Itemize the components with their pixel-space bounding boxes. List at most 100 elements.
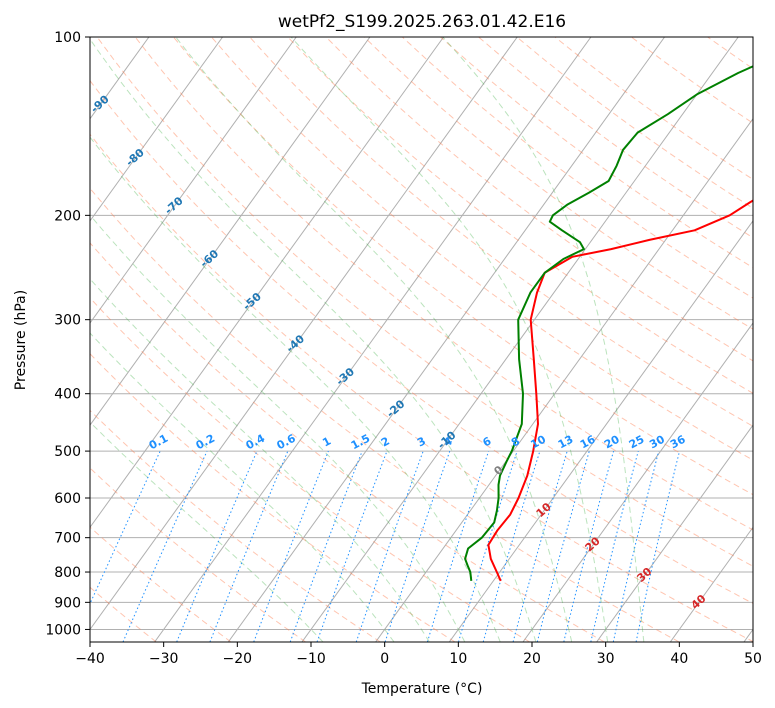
mixing-ratio-line — [512, 450, 568, 642]
x-tick-label: −10 — [296, 651, 326, 667]
y-axis-ticks: 100 200 300 400 500 600 700 800 900 1000 — [45, 30, 90, 638]
isotherm-line — [90, 37, 371, 427]
moist-adiabat — [90, 136, 501, 642]
mixing-ratio-line — [176, 450, 258, 642]
isotherm-label: 10 — [534, 500, 554, 520]
y-tick-label: 200 — [54, 208, 81, 224]
mixing-ratio-line — [563, 450, 615, 642]
mixing-ratio-line — [384, 450, 451, 642]
x-axis-ticks: −40 −30 −20 −10 0 10 20 30 40 50 — [75, 642, 762, 667]
mixing-ratio-label: 20 — [602, 433, 622, 452]
y-tick-label: 100 — [54, 30, 81, 46]
dry-adiabat — [173, 37, 753, 496]
moist-adiabat — [175, 37, 573, 642]
mixing-ratio-line — [482, 450, 541, 642]
mixing-ratio-line — [253, 450, 329, 642]
y-tick-label: 900 — [54, 595, 81, 611]
x-tick-label: −30 — [149, 651, 179, 667]
isotherm-line — [90, 37, 518, 631]
mixing-ratio-label: 3 — [415, 434, 428, 449]
mixing-ratio-line — [209, 450, 289, 642]
y-tick-label: 700 — [54, 531, 81, 547]
mixing-ratio-label: 13 — [556, 433, 576, 452]
mixing-ratio-label: 1 — [320, 434, 333, 449]
isotherm-line — [669, 526, 753, 642]
moist-adiabat — [90, 421, 324, 642]
x-tick-label: 20 — [523, 651, 541, 667]
mixing-ratio-label: 16 — [578, 433, 598, 452]
mixing-ratio-label: 10 — [528, 433, 548, 452]
moist-adiabat — [90, 214, 466, 642]
temperature-profile-line — [487, 199, 753, 582]
mixing-ratio-line — [355, 450, 424, 642]
dry-adiabat — [325, 37, 753, 362]
x-tick-label: −40 — [75, 651, 105, 667]
sounding-lines — [464, 65, 753, 582]
mixing-ratio-line — [90, 450, 161, 605]
dry-adiabat — [287, 37, 753, 394]
moist-adiabat — [290, 37, 609, 642]
mixing-ratio-line — [612, 450, 660, 642]
mixing-ratio-label: 1.5 — [349, 432, 372, 453]
x-tick-label: 40 — [670, 651, 688, 667]
x-tick-label: 30 — [597, 651, 615, 667]
isotherm-label: -50 — [240, 290, 264, 313]
isotherm-line — [227, 37, 666, 642]
dry-adiabat — [90, 133, 753, 642]
mixing-ratio-line — [426, 450, 490, 642]
plot-frame — [89, 36, 754, 643]
isotherm-line — [375, 117, 753, 642]
dry-adiabat — [363, 37, 753, 330]
isotherm-line — [301, 37, 739, 642]
y-tick-label: 500 — [54, 444, 81, 460]
moist-adiabat — [90, 278, 430, 642]
isotherm-label: -10 — [435, 429, 459, 452]
x-axis-label: Temperature (°C) — [361, 681, 483, 697]
isotherm-label: -70 — [162, 194, 186, 217]
isotherm-label: -80 — [123, 146, 147, 169]
dry-adiabat — [90, 409, 381, 642]
isotherm-line — [90, 37, 445, 529]
x-tick-label: 10 — [449, 651, 467, 667]
y-tick-label: 800 — [54, 565, 81, 581]
y-tick-label: 1000 — [45, 622, 81, 638]
dry-adiabat — [90, 353, 456, 642]
isotherm-line — [154, 37, 592, 642]
mixing-ratio-label: 36 — [668, 433, 688, 452]
dry-adiabat — [90, 526, 232, 642]
isotherm-line — [743, 628, 753, 642]
dry-adiabat — [90, 187, 680, 642]
mixing-ratio-line — [536, 450, 590, 642]
isotherm-line — [90, 37, 224, 222]
moist-adiabat — [90, 38, 537, 642]
mixing-ratio-line — [458, 450, 518, 642]
isotherm-line — [596, 424, 753, 642]
dry-adiabat — [90, 467, 306, 642]
mixing-ratio-label: 0.4 — [244, 432, 268, 453]
dry-adiabat — [249, 37, 753, 427]
mixing-ratio-label: 2 — [379, 434, 392, 449]
mixing-ratio-label: 0.2 — [194, 432, 217, 453]
moist-adiabat — [90, 332, 395, 642]
isotherm-line — [0, 37, 2, 642]
chart-title: wetPf2_S199.2025.263.01.42.E16 — [278, 12, 566, 32]
isotherm-label: -60 — [198, 247, 222, 270]
plot-area — [0, 37, 753, 642]
x-tick-label: −20 — [223, 651, 253, 667]
mixing-ratio-line — [590, 450, 639, 642]
isotherm-line — [90, 37, 297, 324]
mixing-ratio-line — [316, 450, 388, 642]
dry-adiabat — [134, 37, 753, 531]
mixing-ratio-label: 30 — [647, 433, 667, 452]
mixing-ratio-label: 6 — [481, 434, 494, 449]
isotherm-line — [0, 37, 75, 642]
x-tick-label: 50 — [744, 651, 762, 667]
y-tick-label: 300 — [54, 313, 81, 329]
isotherm-line — [522, 322, 753, 642]
y-tick-label: 600 — [54, 491, 81, 507]
mixing-ratio-label: 0.1 — [147, 432, 170, 453]
isotherm-label: -40 — [284, 332, 308, 355]
mixing-ratio-label: 0.6 — [275, 432, 299, 453]
dewpoint-profile-line — [464, 65, 753, 582]
